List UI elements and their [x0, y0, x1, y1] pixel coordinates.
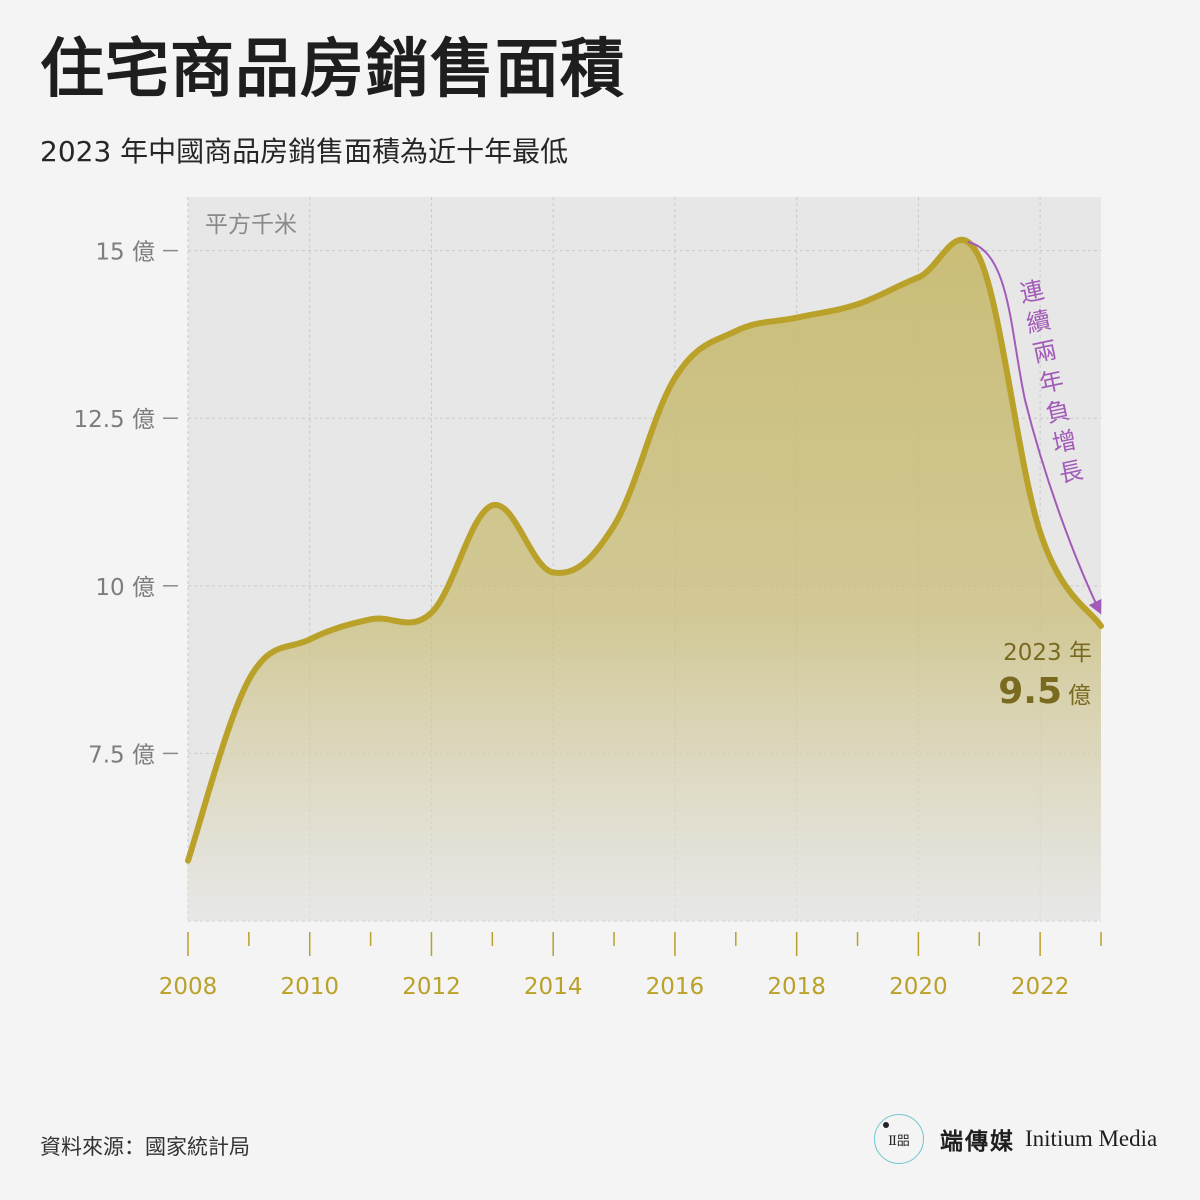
brand: Ⅱ㗊 端傳媒 Initium Media [874, 1114, 1157, 1164]
end-year-label: 2023 年 [1003, 640, 1092, 666]
trend-annotation-char: 增 [1050, 426, 1079, 458]
x-tick-label: 2018 [767, 974, 826, 1000]
x-tick-label: 2016 [646, 974, 705, 1000]
trend-annotation-char: 年 [1037, 366, 1066, 398]
y-tick-label: 7.5 億 [88, 742, 155, 768]
x-tick-label: 2020 [889, 974, 948, 1000]
chart-title: 住宅商品房銷售面積 [40, 33, 625, 107]
trend-arrow [967, 241, 1102, 615]
y-tick-label: 10 億 [95, 575, 155, 601]
trend-annotation-char: 負 [1043, 396, 1072, 428]
x-tick-label: 2012 [402, 974, 461, 1000]
trend-annotation-char: 長 [1056, 456, 1085, 488]
data-source: 資料來源：國家統計局 [40, 1135, 250, 1159]
initium-logo-icon: Ⅱ㗊 [874, 1114, 924, 1164]
logo-glyph: Ⅱ㗊 [888, 1133, 910, 1149]
x-tick-label: 2014 [524, 974, 583, 1000]
y-tick-label: 12.5 億 [73, 407, 155, 433]
x-tick-label: 2010 [280, 974, 339, 1000]
end-unit-label: 億 [1068, 683, 1091, 709]
unit-label: 平方千米 [205, 212, 297, 238]
trend-annotation-char: 連 [1017, 276, 1046, 308]
area-fill [188, 239, 1101, 921]
x-tick-label: 2022 [1011, 974, 1070, 1000]
brand-name-chinese: 端傳媒 [940, 1128, 1015, 1155]
trend-annotation-char: 續 [1024, 306, 1053, 338]
end-value-label: 9.5 [998, 671, 1062, 712]
x-tick-label: 2008 [159, 974, 218, 1000]
area-chart: 7.5 億 10 億 12.5 億 15 億 平方千米 2008 2010 2012 2014 2… [73, 197, 1104, 1000]
trend-annotation-char: 兩 [1030, 336, 1059, 368]
brand-name-english: Initium Media [1025, 1126, 1158, 1151]
y-tick-label: 15 億 [95, 240, 155, 266]
chart-subtitle: 2023 年中國商品房銷售面積為近十年最低 [40, 135, 569, 168]
